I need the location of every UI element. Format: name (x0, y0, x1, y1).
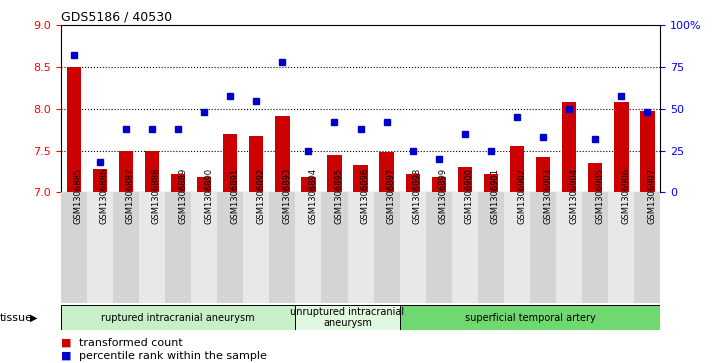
Bar (432, 178, 446, 192)
Bar (608, 192, 634, 303)
Bar (530, 192, 556, 303)
Text: GSM1306902: GSM1306902 (517, 168, 526, 224)
Text: tissue: tissue (0, 313, 33, 323)
Text: GSM1306895: GSM1306895 (334, 168, 343, 224)
Bar (634, 192, 660, 303)
Bar (478, 192, 504, 303)
Bar (504, 192, 530, 303)
Text: GSM1306904: GSM1306904 (569, 168, 578, 224)
Text: GDS5186 / 40530: GDS5186 / 40530 (61, 11, 172, 24)
Bar (217, 192, 243, 303)
Bar (406, 174, 420, 192)
Bar (145, 151, 159, 192)
Bar (61, 305, 296, 330)
Bar (269, 192, 296, 303)
Bar (165, 192, 191, 303)
Text: GSM1306899: GSM1306899 (439, 168, 448, 224)
Text: GSM1306890: GSM1306890 (204, 168, 213, 224)
Bar (327, 155, 342, 192)
Bar (223, 134, 237, 192)
Text: ▶: ▶ (30, 313, 38, 323)
Text: GSM1306888: GSM1306888 (152, 167, 161, 224)
Text: GSM1306896: GSM1306896 (361, 168, 370, 224)
Text: GSM1306892: GSM1306892 (256, 168, 266, 224)
Text: GSM1306905: GSM1306905 (595, 168, 604, 224)
Text: GSM1306898: GSM1306898 (413, 168, 422, 224)
Text: ■: ■ (61, 338, 71, 348)
Bar (582, 192, 608, 303)
Bar (510, 146, 524, 192)
Bar (373, 192, 400, 303)
Bar (243, 192, 269, 303)
Bar (452, 192, 478, 303)
Bar (321, 192, 348, 303)
Text: percentile rank within the sample: percentile rank within the sample (79, 351, 266, 361)
Bar (400, 305, 660, 330)
Text: GSM1306907: GSM1306907 (648, 168, 656, 224)
Bar (640, 111, 655, 192)
Text: GSM1306903: GSM1306903 (543, 168, 552, 224)
Bar (353, 165, 368, 192)
Text: GSM1306893: GSM1306893 (282, 168, 291, 224)
Bar (249, 136, 263, 192)
Text: ■: ■ (61, 351, 71, 361)
Text: GSM1306897: GSM1306897 (387, 168, 396, 224)
Text: GSM1306886: GSM1306886 (100, 167, 109, 224)
Bar (379, 152, 394, 192)
Bar (301, 178, 316, 192)
Text: unruptured intracranial
aneurysm: unruptured intracranial aneurysm (291, 307, 405, 329)
Bar (93, 169, 107, 192)
Text: GSM1306906: GSM1306906 (621, 168, 630, 224)
Bar (275, 115, 289, 192)
Bar (296, 305, 400, 330)
Bar (66, 67, 81, 192)
Text: ruptured intracranial aneurysm: ruptured intracranial aneurysm (101, 313, 255, 323)
Bar (296, 192, 321, 303)
Bar (588, 163, 603, 192)
Bar (171, 174, 185, 192)
Text: GSM1306887: GSM1306887 (126, 167, 135, 224)
Bar (556, 192, 582, 303)
Bar (458, 167, 472, 192)
Bar (562, 102, 576, 192)
Text: GSM1306889: GSM1306889 (178, 168, 187, 224)
Bar (139, 192, 165, 303)
Text: transformed count: transformed count (79, 338, 182, 348)
Bar (113, 192, 139, 303)
Bar (484, 174, 498, 192)
Text: GSM1306901: GSM1306901 (491, 168, 500, 224)
Bar (191, 192, 217, 303)
Bar (536, 157, 550, 192)
Bar (348, 192, 373, 303)
Bar (119, 151, 133, 192)
Text: GSM1306894: GSM1306894 (308, 168, 318, 224)
Bar (197, 178, 211, 192)
Bar (87, 192, 113, 303)
Text: superficial temporal artery: superficial temporal artery (465, 313, 595, 323)
Bar (426, 192, 452, 303)
Bar (400, 192, 426, 303)
Bar (61, 192, 87, 303)
Text: GSM1306900: GSM1306900 (465, 168, 474, 224)
Text: GSM1306885: GSM1306885 (74, 168, 83, 224)
Text: GSM1306891: GSM1306891 (230, 168, 239, 224)
Bar (614, 102, 628, 192)
